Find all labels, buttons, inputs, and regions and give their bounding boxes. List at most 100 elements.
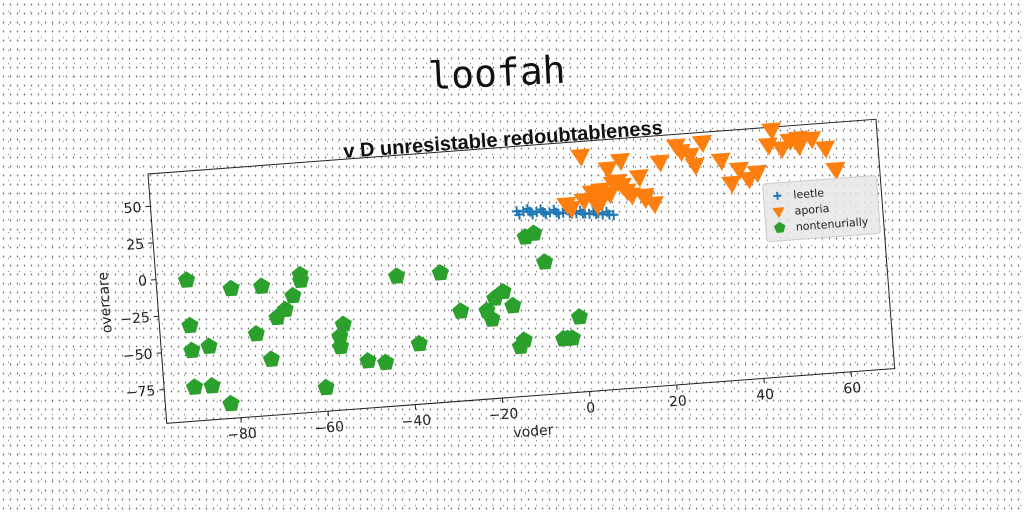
point-triangle: [628, 169, 649, 188]
point-triangle: [825, 161, 846, 180]
point-pentagon: [183, 341, 201, 359]
point-triangle: [771, 140, 792, 159]
point-pentagon: [563, 329, 581, 346]
point-plus-v: [557, 208, 561, 219]
point-pentagon: [276, 300, 294, 318]
point-pentagon: [410, 334, 428, 352]
legend-label: leetle: [793, 186, 825, 201]
point-pentagon: [252, 277, 271, 295]
point-plus-v: [548, 207, 552, 218]
point-pentagon: [504, 296, 522, 314]
point-pentagon: [177, 271, 196, 288]
x-tick-label: −40: [401, 412, 432, 430]
y-axis-label: overcare: [95, 271, 116, 333]
point-plus-v: [535, 206, 538, 217]
point-triangle: [721, 175, 742, 194]
point-triangle: [665, 138, 686, 157]
x-tick-label: 20: [669, 393, 688, 410]
point-triangle: [757, 137, 778, 156]
point-triangle: [746, 164, 767, 183]
point-pentagon: [331, 327, 349, 345]
point-plus: [514, 209, 525, 220]
x-tick-label: −80: [227, 426, 258, 444]
y-tick-label: 25: [126, 237, 145, 254]
point-pentagon: [222, 394, 240, 412]
point-pentagon: [452, 302, 470, 319]
point-triangle: [649, 154, 670, 173]
x-tick-label: 60: [843, 380, 862, 397]
point-pentagon: [483, 310, 501, 327]
y-tick-label: −75: [125, 383, 156, 401]
point-plus-v: [526, 203, 529, 214]
point-plus: [522, 203, 533, 214]
point-pentagon: [431, 263, 449, 281]
point-pentagon: [284, 286, 302, 304]
point-plus: [535, 204, 546, 215]
y-tick-label: 0: [138, 273, 148, 290]
point-triangle: [590, 192, 611, 211]
y-tick-label: −25: [120, 310, 151, 328]
point-pentagon: [222, 279, 240, 297]
point-pentagon: [525, 224, 543, 242]
legend-box: [762, 175, 881, 243]
point-plus-v: [605, 206, 609, 217]
point-plus-v: [612, 209, 615, 221]
point-triangle: [761, 122, 781, 141]
y-tick-label: 50: [123, 200, 142, 217]
chart-title: loofah: [427, 48, 566, 99]
point-pentagon: [247, 324, 265, 342]
point-plus-v: [601, 209, 604, 220]
point-pentagon: [570, 308, 588, 325]
point-triangle: [710, 152, 731, 171]
series-aporia: [556, 122, 846, 219]
plot-area: −80 −60 −40 −20 0 20 40 60 −75 −50 −25 0 25 50 voder ov…: [95, 118, 896, 444]
legend-label: aporia: [794, 202, 830, 218]
point-plus-v: [531, 209, 534, 220]
x-tick-label: −60: [314, 419, 345, 437]
point-triangle: [570, 148, 591, 167]
x-tick-label: 40: [756, 387, 775, 404]
legend-marker-v: [776, 191, 779, 200]
point-pentagon: [334, 315, 352, 333]
x-tick-label: −20: [488, 406, 519, 424]
x-axis-label: voder: [513, 422, 554, 441]
point-pentagon: [494, 282, 512, 300]
axes-frame: [147, 118, 896, 424]
point-plus: [608, 209, 619, 221]
point-plus: [553, 208, 564, 219]
point-triangle: [597, 161, 618, 180]
point-triangle: [634, 187, 655, 207]
point-plus: [548, 204, 560, 215]
series-nontenurially: [177, 224, 588, 412]
y-tick-label: −50: [122, 347, 153, 365]
point-plus-v: [544, 209, 547, 220]
point-pentagon: [359, 351, 377, 369]
x-tick-label: 0: [586, 400, 596, 417]
point-pentagon: [291, 265, 309, 283]
point-pentagon: [332, 337, 350, 355]
point-triangle: [560, 200, 581, 219]
point-plus-v: [552, 204, 556, 215]
point-triangle: [573, 192, 594, 211]
point-triangle: [815, 140, 835, 159]
point-pentagon: [203, 377, 221, 394]
point-plus: [540, 209, 551, 220]
legend-marker: [773, 221, 786, 233]
point-plus: [601, 206, 612, 217]
point-triangle: [609, 152, 630, 172]
point-pentagon: [185, 378, 204, 395]
point-pentagon: [317, 378, 335, 396]
point-pentagon: [536, 253, 554, 270]
point-triangle: [801, 131, 822, 150]
point-pentagon: [200, 337, 218, 355]
point-plus-v: [539, 204, 543, 215]
point-pentagon: [262, 350, 280, 368]
point-pentagon: [388, 267, 406, 284]
point-triangle: [728, 161, 749, 180]
legend-marker: [772, 207, 785, 219]
point-pentagon: [377, 353, 395, 371]
point-triangle: [581, 184, 602, 203]
point-plus-v: [517, 209, 521, 220]
